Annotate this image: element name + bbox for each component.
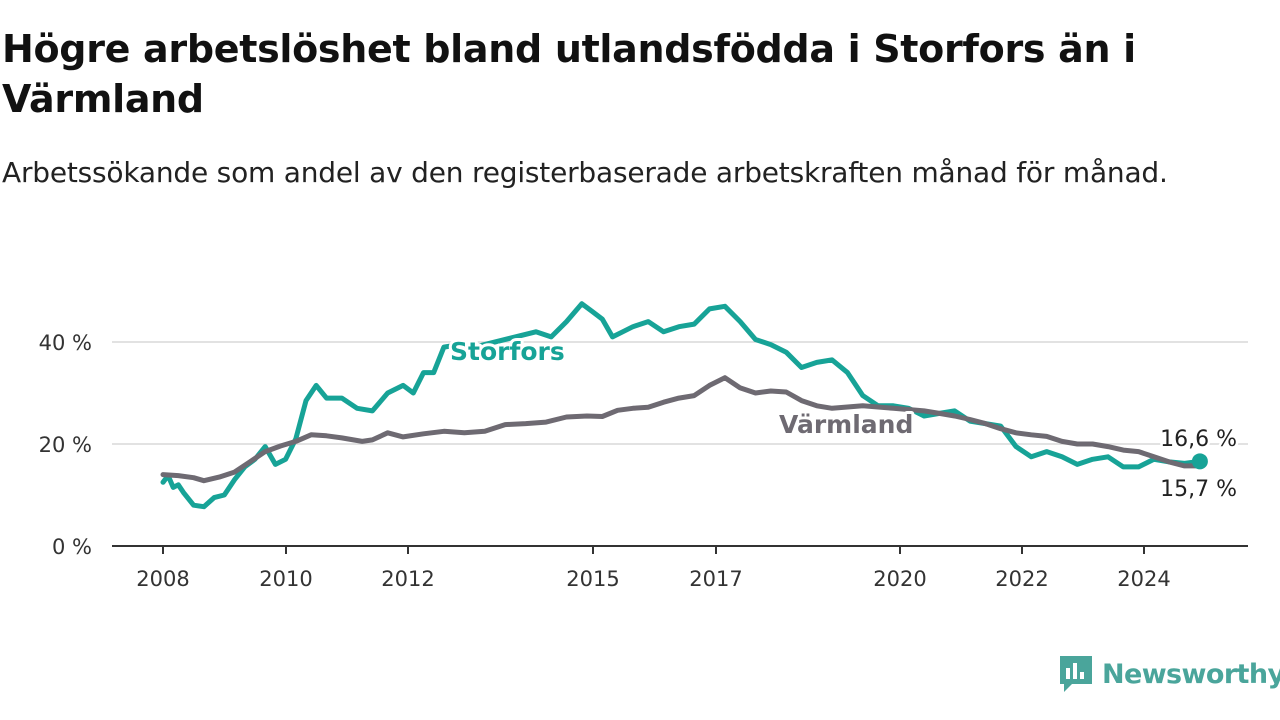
x-tick-label: 2012	[381, 567, 434, 591]
x-tick-label: 2022	[995, 567, 1048, 591]
series-label-storfors: Storfors	[450, 337, 565, 366]
series-line-storfors	[160, 301, 1203, 510]
chart-subtitle: Arbetssökande som andel av den registerb…	[2, 156, 1168, 189]
bar-chart-speech-icon	[1060, 656, 1092, 692]
y-tick-label: 0 %	[52, 535, 92, 559]
x-tick-label: 2024	[1117, 567, 1170, 591]
x-tick-label: 2010	[259, 567, 312, 591]
y-tick-label: 40 %	[39, 331, 92, 355]
end-value-label-storfors: 16,6 %	[1160, 427, 1237, 452]
brand-name: Newsworthy	[1102, 658, 1280, 690]
series-label-varmland: Värmland	[779, 410, 913, 439]
x-tick-label: 2020	[873, 567, 926, 591]
x-tick-label: 2015	[566, 567, 619, 591]
chart-title: Högre arbetslöshet bland utlandsfödda i …	[2, 27, 1136, 121]
newsworthy-logo: Newsworthy	[1058, 654, 1280, 694]
end-value-label-varmland: 15,7 %	[1160, 477, 1237, 502]
series-endpoint-storfors	[1191, 453, 1208, 470]
line-chart: 0 % 20 % 40 % 2008 2010 2012 2015 2017 2020 2022 2…	[39, 301, 1248, 591]
x-tick-label: 2017	[689, 567, 742, 591]
y-tick-label: 20 %	[39, 433, 92, 457]
x-tick-label: 2008	[136, 567, 189, 591]
series-line-varmland	[160, 375, 1203, 484]
